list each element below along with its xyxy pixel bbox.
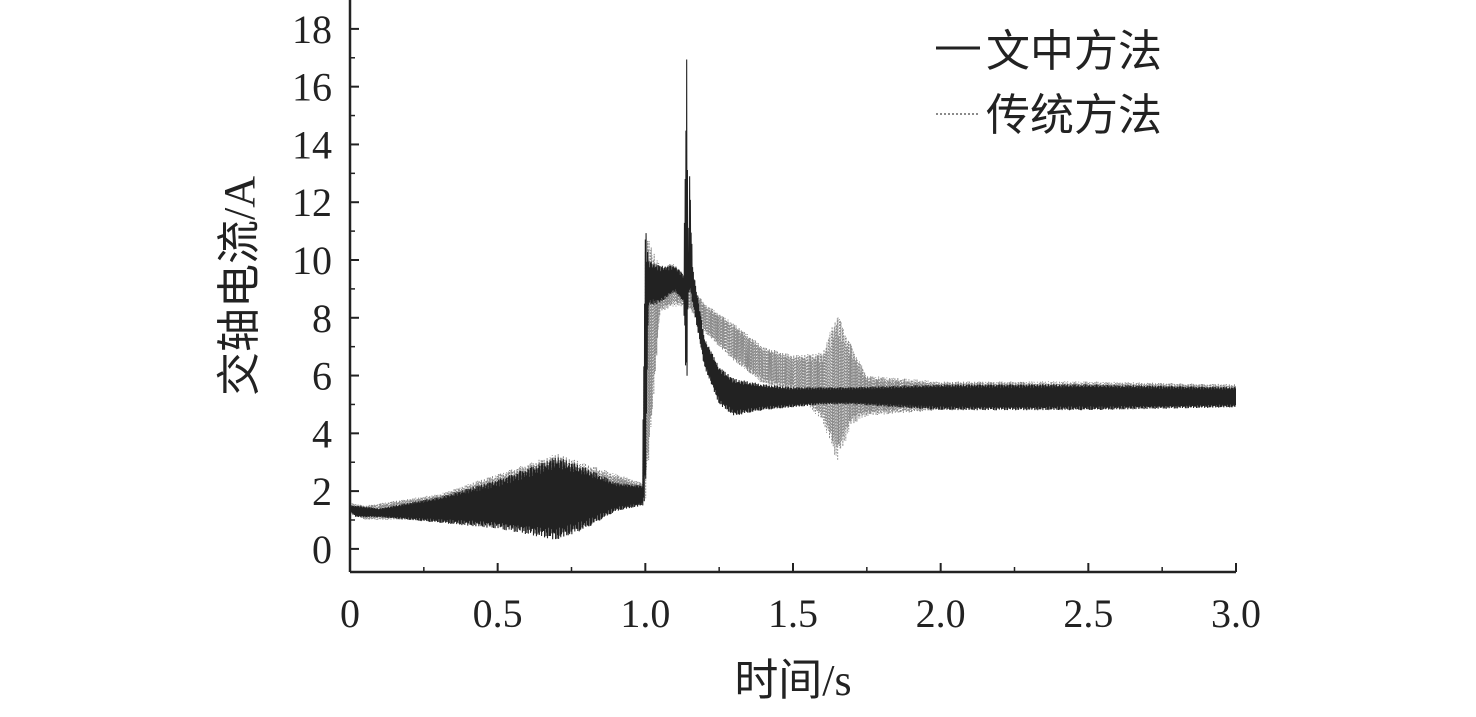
x-tick-label: 0.5 [473,591,523,636]
y-tick-label: 16 [292,65,332,110]
y-tick-label: 8 [312,296,332,341]
x-tick-label: 2.0 [916,591,966,636]
x-axis-title: 时间/s [734,656,851,705]
y-tick-label: 12 [292,180,332,225]
y-tick-label: 0 [312,527,332,572]
y-tick-label: 2 [312,469,332,514]
x-tick-label: 1.0 [620,591,670,636]
x-tick-label: 1.5 [768,591,818,636]
y-tick-label: 14 [292,122,332,167]
y-tick-label: 4 [312,411,332,456]
x-tick-label: 0 [340,591,360,636]
series-line-1 [350,59,1236,540]
x-tick-label: 3.0 [1211,591,1261,636]
plot-area [350,59,1236,540]
legend: 文中方法 传统方法 [936,27,1162,140]
y-tick-label: 18 [292,7,332,52]
legend-label-series-2: 传统方法 [986,91,1162,140]
y-tick-label: 10 [292,238,332,283]
series-line-2 [350,236,1236,540]
y-tick-label: 6 [312,354,332,399]
axes: 0 0.5 1.0 1.5 2.0 2.5 3.0 0 2 4 6 8 10 12 14 16 18 [292,0,1261,636]
legend-label-series-1: 文中方法 [986,27,1162,76]
y-axis-title: 交轴电流/A [215,176,264,396]
x-tick-label: 2.5 [1063,591,1113,636]
